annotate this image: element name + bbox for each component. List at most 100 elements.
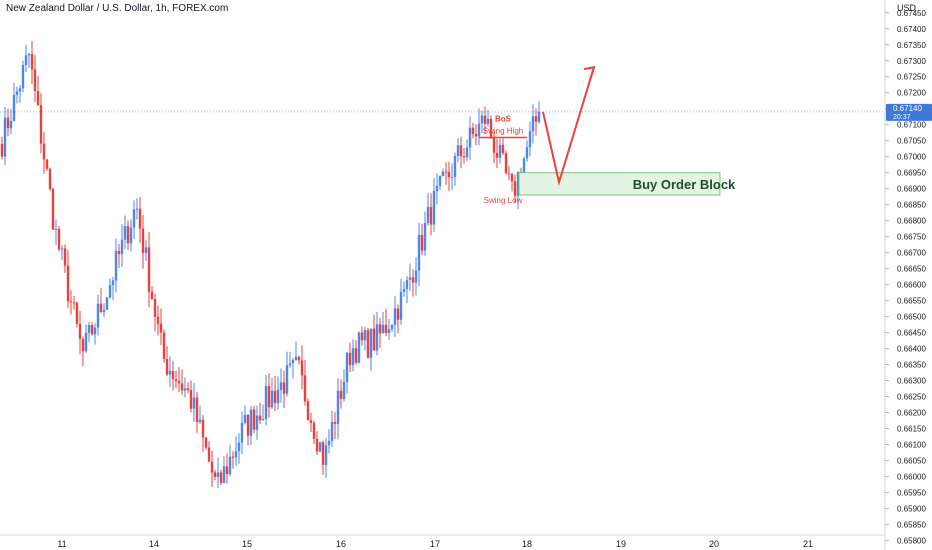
countdown-label: 20:37 (893, 114, 911, 121)
candle-body (51, 189, 55, 230)
candle-body (366, 330, 370, 358)
candle-body (183, 388, 187, 391)
candle-body (156, 316, 160, 324)
last-price-badge (886, 103, 932, 121)
candle-body (99, 303, 103, 312)
candle-body (129, 227, 133, 244)
candle-body (408, 277, 412, 281)
candle-body (420, 234, 424, 251)
candle-body (324, 445, 328, 465)
candle-body (471, 127, 475, 135)
candle-body (339, 390, 343, 399)
projection-arrowhead (583, 65, 596, 78)
candle-body (435, 186, 439, 192)
candle-body (510, 174, 514, 182)
time-tick-label: 20 (709, 539, 719, 549)
candle-body (297, 356, 301, 361)
candle-body (48, 168, 52, 190)
time-tick-label: 15 (242, 539, 252, 549)
candle-body (354, 348, 358, 363)
candle-body (87, 324, 91, 333)
candle-body (75, 302, 79, 324)
price-tick-label: 0.66050 (897, 456, 926, 465)
price-tick-label: 0.67350 (897, 41, 926, 50)
candle-body (66, 265, 70, 302)
candle-body (174, 379, 178, 381)
candle-body (147, 247, 151, 292)
candle-body (525, 147, 529, 159)
time-axis[interactable]: 11 14 15 16 17 18 19 20 21 (0, 534, 885, 549)
candle-body (177, 380, 181, 384)
price-tick-label: 0.66850 (897, 201, 926, 210)
candle-body (27, 53, 31, 56)
candle-body (240, 422, 244, 443)
candle-body (276, 389, 280, 404)
candle-body (429, 206, 433, 225)
time-tick-label: 16 (336, 539, 346, 549)
candle-body (228, 456, 232, 475)
candle-body (468, 127, 472, 148)
candle-body (126, 226, 130, 244)
candle-body (93, 327, 97, 335)
candle-body (132, 209, 136, 228)
candle-body (150, 291, 154, 299)
candle-body (72, 302, 76, 304)
order-block-zone (518, 172, 721, 196)
candle-body (45, 159, 49, 169)
price-tick-label: 0.67250 (897, 73, 926, 82)
candle-body (357, 332, 361, 363)
candle-body (267, 386, 271, 408)
candle-body (432, 191, 436, 225)
candle-body (450, 177, 454, 179)
candle-body (399, 291, 403, 320)
price-tick-label: 0.66300 (897, 377, 926, 386)
candle-body (108, 285, 112, 298)
price-tick-label: 0.66200 (897, 409, 926, 418)
candle-body (30, 53, 34, 70)
candle-body (102, 309, 106, 312)
candle-body (513, 181, 517, 196)
candle-body (162, 332, 166, 359)
candle-body (381, 324, 385, 334)
candle-body (315, 438, 319, 452)
candle-body (186, 388, 190, 391)
candle-body (168, 371, 172, 375)
candle-body (105, 297, 109, 310)
candle-body (321, 442, 325, 465)
candle-body (261, 418, 265, 421)
candle-body (111, 280, 115, 286)
price-tick-label: 0.67300 (897, 57, 926, 66)
candle-body (534, 116, 538, 122)
price-tick-label: 0.67050 (897, 137, 926, 146)
candle-body (498, 144, 502, 158)
projection-path (542, 66, 595, 187)
candle-body (351, 348, 355, 366)
candle-body (21, 65, 25, 89)
candle-body (501, 144, 505, 154)
candle-body (441, 171, 445, 177)
candle-body (3, 117, 7, 157)
candle-body (249, 409, 253, 436)
time-tick-label: 11 (57, 539, 66, 549)
candle-body (159, 323, 163, 333)
time-tick-label: 21 (803, 539, 813, 549)
price-tick-label: 0.67100 (897, 121, 926, 130)
candle-body (234, 451, 238, 458)
candle-body (414, 270, 418, 283)
candle-body (141, 228, 145, 254)
candle-body (444, 171, 448, 173)
candle-body (243, 414, 247, 423)
candle-body (96, 303, 100, 328)
candle-body (213, 472, 217, 477)
candle-body (462, 156, 466, 158)
candle-body (198, 419, 202, 423)
price-tick-label: 0.66000 (897, 472, 926, 481)
candle-body (231, 456, 235, 458)
candle-body (375, 324, 379, 351)
bos-label: BoS (495, 115, 512, 124)
candle-body (369, 328, 373, 358)
candle-body (246, 414, 250, 436)
candle-body (303, 375, 307, 402)
